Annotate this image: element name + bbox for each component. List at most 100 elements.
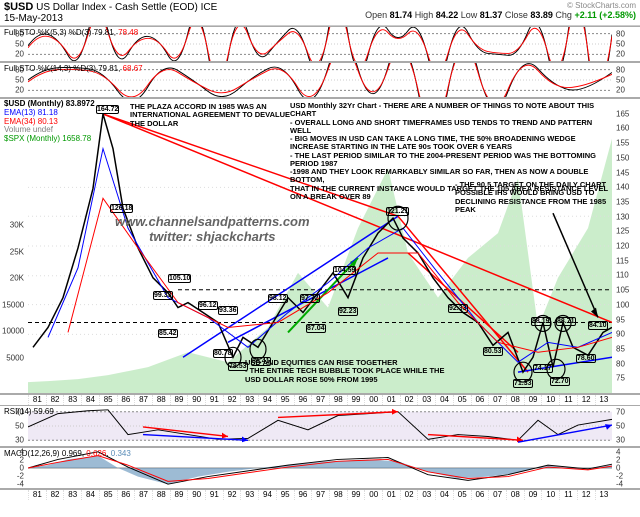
callout-92: 92.23 xyxy=(338,307,358,316)
sto2-label: Full STO %K(14,3) %D(3) 79.81, 68.67 xyxy=(4,64,143,73)
chart-date: 15-May-2013 xyxy=(4,13,217,24)
year-tick: 95 xyxy=(276,490,294,500)
open-label: Open xyxy=(365,10,387,20)
year-tick: 99 xyxy=(347,395,365,405)
year-tick: 08 xyxy=(506,490,524,500)
watermark-twitter: twitter: shjackcharts xyxy=(115,229,310,244)
ticker-symbol: $USD xyxy=(4,1,33,13)
year-tick: 85 xyxy=(99,395,117,405)
callout-126: 126.18 xyxy=(110,204,133,213)
year-tick: 99 xyxy=(347,490,365,500)
macd-v3: 0.343 xyxy=(111,449,131,458)
callout-98-1: 98.12 xyxy=(268,294,288,303)
x-axis-years-2: 8182838485868788899091929394959697989900… xyxy=(0,489,640,500)
year-tick: 95 xyxy=(276,395,294,405)
rsi-label: RSI(14) 59.69 xyxy=(4,407,54,416)
year-tick: 86 xyxy=(117,490,135,500)
callout-80: 80.78 xyxy=(213,349,233,358)
ann-2: - BIG MOVES IN USD CAN TAKE A LONG TIME,… xyxy=(290,135,615,152)
year-tick: 11 xyxy=(559,395,577,405)
open-value: 81.74 xyxy=(390,10,413,20)
year-tick: 92 xyxy=(223,490,241,500)
macd-panel: MACD(12,26,9) 0.969, 0.626, 0.343 420-2-… xyxy=(0,447,640,489)
main-yaxis-right: 7580859095100105110115120125130135140145… xyxy=(614,99,640,393)
callout-74: 74.17 xyxy=(533,364,553,373)
callout-121: 121.21 xyxy=(386,207,409,216)
year-tick: 01 xyxy=(382,395,400,405)
low-value: 81.37 xyxy=(480,10,503,20)
rsi-panel: RSI(14) 59.69 705030 705030 xyxy=(0,405,640,447)
year-tick: 96 xyxy=(294,395,312,405)
watermark-url: www.channelsandpatterns.com xyxy=(115,214,310,229)
macd-v2: 0.626 xyxy=(86,449,106,458)
year-tick: 93 xyxy=(240,490,258,500)
year-tick: 83 xyxy=(63,490,81,500)
year-tick: 04 xyxy=(435,395,453,405)
year-tick: 83 xyxy=(63,395,81,405)
callout-72: 72.70 xyxy=(550,377,570,386)
callout-71: 71.33 xyxy=(513,379,533,388)
year-tick: 97 xyxy=(311,490,329,500)
macd-name: MACD(12,26,9) xyxy=(4,449,60,458)
callout-93: 93.36 xyxy=(218,306,238,315)
year-tick: 89 xyxy=(170,395,188,405)
stochastic-panel-1: Full STO %K(5,3) %D(3) 79.81, 78.48 8050… xyxy=(0,26,640,62)
year-tick: 00 xyxy=(364,395,382,405)
year-tick: 88 xyxy=(152,395,170,405)
ann-1: - OVERALL LONG AND SHORT TIMEFRAMES USD … xyxy=(290,119,615,136)
title-block: $USD US Dollar Index - Cash Settle (EOD)… xyxy=(4,1,217,24)
year-tick: 01 xyxy=(382,490,400,500)
year-tick: 86 xyxy=(117,395,135,405)
year-tick: 93 xyxy=(240,395,258,405)
sto2-k: 79.81 xyxy=(98,64,118,73)
year-tick: 94 xyxy=(258,395,276,405)
year-tick: 88 xyxy=(152,490,170,500)
year-tick: 02 xyxy=(400,395,418,405)
instrument-name: US Dollar Index - Cash Settle (EOD) ICE xyxy=(36,2,217,13)
chart-header: $USD US Dollar Index - Cash Settle (EOD)… xyxy=(0,0,640,26)
main-legend: $USD (Monthly) 83.8972 EMA(13) 81.18 EMA… xyxy=(4,100,95,144)
year-tick: 82 xyxy=(46,395,64,405)
main-price-panel: $USD (Monthly) 83.8972 EMA(13) 81.18 EMA… xyxy=(0,98,640,394)
rsi-chart xyxy=(28,406,612,446)
sto1-k: 79.81 xyxy=(94,28,114,37)
ann-3: - THE LAST PERIOD SIMILAR TO THE 2004-PR… xyxy=(290,152,615,169)
sto2-yaxis-right: 805020 xyxy=(614,63,640,97)
callout-104: 104.59 xyxy=(333,266,356,275)
callout-85: 85.42 xyxy=(158,329,178,338)
year-tick: 82 xyxy=(46,490,64,500)
callout-78b: 78.60 xyxy=(576,354,596,363)
year-tick: 90 xyxy=(187,490,205,500)
year-tick: 06 xyxy=(471,395,489,405)
callout-81: 81.41 xyxy=(251,357,271,366)
year-tick: 04 xyxy=(435,490,453,500)
callout-peak-1985: 164.72 xyxy=(96,105,119,114)
year-tick: 89 xyxy=(170,490,188,500)
sto2-d: 68.67 xyxy=(123,64,143,73)
stochastic-panel-2: Full STO %K(14,3) %D(3) 79.81, 68.67 805… xyxy=(0,62,640,98)
year-tick: 96 xyxy=(294,490,312,500)
year-tick: 87 xyxy=(134,395,152,405)
close-value: 83.89 xyxy=(530,10,553,20)
year-tick: 09 xyxy=(524,490,542,500)
year-tick: 91 xyxy=(205,490,223,500)
callout-87: 87.04 xyxy=(306,324,326,333)
macd-label: MACD(12,26,9) 0.969, 0.626, 0.343 xyxy=(4,449,131,458)
legend-spx: $SPX (Monthly) 1658.78 xyxy=(4,135,95,144)
year-tick: 10 xyxy=(541,395,559,405)
year-tick: 03 xyxy=(417,395,435,405)
high-label: High xyxy=(415,10,434,20)
callout-88a: 88.19 xyxy=(531,317,551,326)
callout-80b: 80.53 xyxy=(483,347,503,356)
year-tick: 05 xyxy=(453,395,471,405)
year-tick: 81 xyxy=(28,490,46,500)
sto1-yaxis-right: 805020 xyxy=(614,27,640,61)
year-tick: 13 xyxy=(595,490,613,500)
year-tick: 06 xyxy=(471,490,489,500)
sto1-label: Full STO %K(5,3) %D(3) 79.81, 78.48 xyxy=(4,28,138,37)
annotation-plaza: THE PLAZA ACCORD IN 1985 WAS AN INTERNAT… xyxy=(130,103,295,128)
chg-label: Chg xyxy=(555,10,572,20)
callout-78: 78.53 xyxy=(228,362,248,371)
year-tick: 90 xyxy=(187,395,205,405)
callout-84: 84.10 xyxy=(588,321,608,330)
